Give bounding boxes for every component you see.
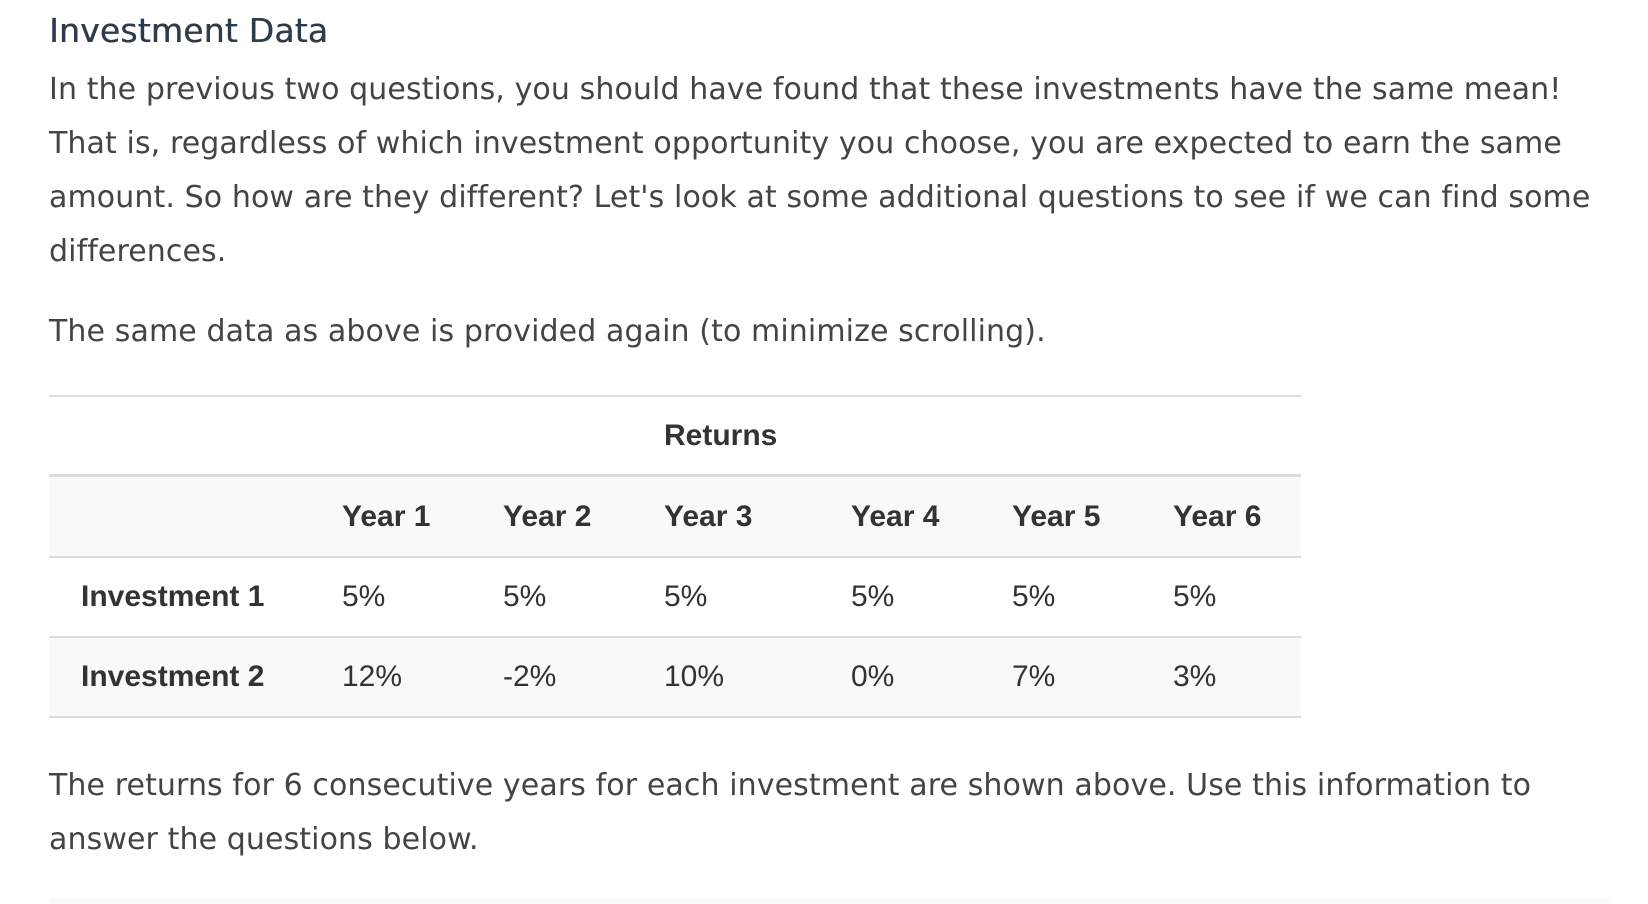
row-label: Investment 2 [49,637,342,718]
intro-paragraph: In the previous two questions, you shoul… [49,72,1591,269]
table-cell: 5% [503,557,664,638]
table-cell: -2% [503,637,664,718]
returns-table: Returns Year 1 Year 2 Year 3 Year 4 Year… [49,395,1301,718]
table-cell: 3% [1173,637,1301,718]
table-group-spacer [49,395,664,477]
table-cell: 5% [664,557,851,638]
table-group-header: Returns [664,395,1301,477]
table-cell: 5% [1012,557,1173,638]
table-row-investment-2: Investment 2 12% -2% 10% 0% 7% 3% [49,637,1301,718]
content-area: Investment Data In the previous two ques… [49,0,1609,857]
column-header-year-4: Year 4 [851,475,1012,558]
column-header-year-3: Year 3 [664,475,851,558]
table-cell: 5% [342,557,503,638]
table-group-header-row: Returns [49,395,1301,477]
note-paragraph: The same data as above is provided again… [49,314,1046,349]
column-header-blank [49,475,342,558]
table-cell: 12% [342,637,503,718]
column-header-year-6: Year 6 [1173,475,1301,558]
row-label: Investment 1 [49,557,342,638]
table-cell: 10% [664,637,851,718]
table-header-row: Year 1 Year 2 Year 3 Year 4 Year 5 Year … [49,475,1301,558]
column-header-year-2: Year 2 [503,475,664,558]
section-title: Investment Data [49,11,329,50]
column-header-year-5: Year 5 [1012,475,1173,558]
table-row-investment-1: Investment 1 5% 5% 5% 5% 5% 5% [49,557,1301,638]
table-cell: 5% [1173,557,1301,638]
column-header-year-1: Year 1 [342,475,503,558]
table-cell: 5% [851,557,1012,638]
table-cell: 0% [851,637,1012,718]
table-cell: 7% [1012,637,1173,718]
footer-paragraph: The returns for 6 consecutive years for … [49,768,1532,857]
next-section-edge [49,898,1609,904]
